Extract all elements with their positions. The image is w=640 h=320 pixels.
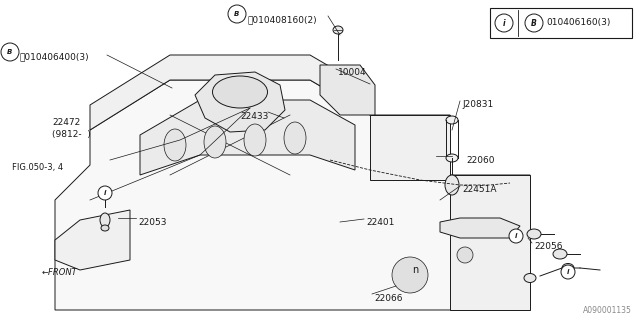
Text: 22056: 22056	[534, 242, 563, 251]
Text: B: B	[7, 49, 13, 55]
Text: 22433: 22433	[240, 112, 268, 121]
Text: i: i	[567, 269, 569, 275]
Polygon shape	[55, 80, 530, 310]
Circle shape	[228, 5, 246, 23]
Ellipse shape	[284, 122, 306, 154]
Circle shape	[509, 229, 523, 243]
Ellipse shape	[244, 124, 266, 156]
Ellipse shape	[562, 263, 574, 273]
Ellipse shape	[446, 154, 458, 162]
Polygon shape	[195, 72, 285, 132]
Polygon shape	[55, 210, 130, 270]
Text: B: B	[234, 11, 240, 17]
Text: A090001135: A090001135	[583, 306, 632, 315]
Text: i: i	[502, 19, 506, 28]
Text: i: i	[104, 190, 106, 196]
Text: 22401: 22401	[366, 218, 394, 227]
Bar	[490, 8, 632, 38]
Circle shape	[495, 14, 513, 32]
Text: 10004: 10004	[338, 68, 367, 77]
Text: 22451A: 22451A	[462, 185, 497, 194]
Ellipse shape	[204, 126, 226, 158]
Text: 22060: 22060	[466, 156, 495, 165]
Text: Ⓑ010408160(2): Ⓑ010408160(2)	[248, 15, 317, 24]
Circle shape	[561, 265, 575, 279]
Text: 22053: 22053	[138, 218, 166, 227]
Ellipse shape	[446, 116, 458, 124]
Polygon shape	[320, 65, 375, 115]
Ellipse shape	[212, 76, 268, 108]
Circle shape	[98, 186, 112, 200]
Text: n: n	[412, 265, 418, 275]
Ellipse shape	[524, 274, 536, 283]
Polygon shape	[440, 218, 520, 238]
Polygon shape	[90, 55, 370, 130]
Text: (9812-  ): (9812- )	[52, 130, 91, 139]
Ellipse shape	[101, 225, 109, 231]
Circle shape	[457, 247, 473, 263]
Text: Ⓑ010406400(3): Ⓑ010406400(3)	[20, 52, 90, 61]
Text: 22472: 22472	[52, 118, 80, 127]
Polygon shape	[370, 115, 530, 310]
Ellipse shape	[445, 175, 459, 195]
Polygon shape	[140, 100, 355, 175]
Text: B: B	[531, 19, 537, 28]
Circle shape	[392, 257, 428, 293]
Ellipse shape	[164, 129, 186, 161]
Ellipse shape	[333, 26, 343, 34]
Ellipse shape	[100, 213, 110, 227]
Text: 22066: 22066	[374, 294, 403, 303]
Text: 010406160(3): 010406160(3)	[546, 19, 611, 28]
Ellipse shape	[527, 229, 541, 239]
Text: FIG.050-3, 4: FIG.050-3, 4	[12, 163, 63, 172]
Text: ←FRONT: ←FRONT	[42, 268, 77, 277]
Circle shape	[525, 14, 543, 32]
Text: i: i	[515, 233, 517, 239]
Ellipse shape	[553, 249, 567, 259]
Text: J20831: J20831	[462, 100, 493, 109]
Circle shape	[1, 43, 19, 61]
